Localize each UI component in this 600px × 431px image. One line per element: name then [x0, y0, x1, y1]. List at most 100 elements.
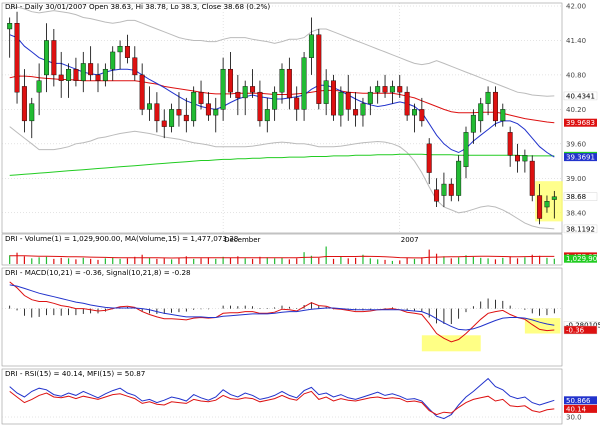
- candle-down: [382, 86, 388, 93]
- candle-down: [426, 143, 432, 173]
- date-label: December: [224, 236, 260, 244]
- candle-down: [537, 195, 543, 219]
- candle-down: [507, 132, 513, 156]
- price-value-label: 40.4341: [566, 92, 595, 100]
- candle-up: [463, 132, 469, 168]
- candle-up: [36, 80, 42, 93]
- candle-down: [235, 91, 241, 99]
- candle-down: [154, 103, 160, 122]
- candle-up: [522, 155, 528, 162]
- candle-down: [51, 40, 57, 76]
- rsi-value-badge: [564, 404, 597, 413]
- price-value-label: 38.1192: [566, 225, 595, 233]
- price-tick-label: 39.00: [566, 175, 586, 183]
- price-value-label: 38.68: [566, 193, 586, 201]
- candle-up: [66, 68, 72, 81]
- price-tick-label: 40.20: [566, 106, 586, 114]
- candle-up: [301, 57, 307, 110]
- macd-highlight-box: [421, 335, 481, 352]
- candle-down: [132, 57, 138, 76]
- price-value-badge: [564, 153, 597, 162]
- price-value-label: 39.9683: [566, 119, 595, 127]
- candle-down: [529, 160, 535, 196]
- candle-up: [80, 63, 86, 81]
- candle-up: [308, 34, 314, 58]
- rsi-line: [9, 390, 555, 416]
- volume-value-label: 1,029,900: [566, 255, 600, 263]
- candle-down: [161, 120, 167, 127]
- price-value-badge: [563, 192, 598, 201]
- candle-up: [147, 103, 153, 110]
- candle-down: [183, 114, 189, 122]
- candle-up: [551, 196, 557, 200]
- rsi-value-label: 40.14: [566, 405, 587, 413]
- price-tick-label: 39.60: [566, 140, 586, 148]
- rsi-panel-title: DRI - RSI(15) = 40.14, MFI(15) = 50.87: [5, 369, 145, 378]
- price-tick-label: 40.80: [566, 71, 586, 79]
- candle-up: [375, 86, 381, 93]
- mfi-line: [9, 377, 555, 420]
- candle-down: [353, 109, 359, 116]
- candle-down: [294, 97, 300, 110]
- price-panel-frame: [1, 2, 563, 234]
- rsi-value-label: 50.866: [566, 397, 591, 405]
- candle-down: [88, 63, 94, 76]
- candle-down: [58, 74, 64, 81]
- volume-panel-title: DRI - Volume(1) = 1,029,900.00, MA(Volum…: [5, 234, 239, 243]
- candle-down: [448, 183, 454, 196]
- candle-down: [176, 109, 182, 116]
- candle-up: [110, 51, 116, 70]
- rsi-panel-frame: [1, 368, 563, 425]
- macd-highlight-box: [524, 318, 561, 334]
- candle-down: [316, 34, 322, 104]
- candle-down: [434, 189, 440, 202]
- candle-up: [117, 46, 123, 53]
- candle-down: [404, 91, 410, 116]
- bollinger-lower-line: [9, 126, 555, 230]
- candle-down: [286, 68, 292, 99]
- candle-down: [21, 86, 27, 122]
- candle-down: [95, 74, 101, 81]
- candle-down: [331, 80, 337, 116]
- candle-down: [205, 103, 211, 116]
- candle-down: [397, 86, 403, 93]
- price-tick-label: 41.40: [566, 37, 586, 45]
- volume-ma-line: [9, 255, 555, 259]
- candle-up: [478, 103, 484, 122]
- candle-up: [338, 91, 344, 116]
- candle-down: [73, 68, 79, 81]
- macd-panel-frame: [1, 267, 563, 367]
- candle-up: [456, 160, 462, 196]
- candle-up: [29, 103, 35, 122]
- rsi-tick-label: 30.0: [566, 414, 582, 422]
- candle-up: [279, 68, 285, 93]
- price-panel-title: DRI - Daily 30/01/2007 Open 38.63, Hi 38…: [5, 2, 270, 11]
- candle-down: [124, 46, 130, 58]
- candle-down: [257, 91, 263, 122]
- candle-down: [198, 91, 204, 104]
- price-value-badge: [563, 91, 598, 101]
- price-value-label: 39.3691: [566, 154, 595, 162]
- candle-up: [191, 91, 197, 122]
- candle-up: [544, 201, 550, 208]
- macd-value-label: -0.36: [566, 326, 585, 334]
- candle-up: [213, 109, 219, 116]
- volume-panel-frame: [1, 233, 563, 266]
- candle-up: [169, 109, 175, 127]
- candle-up: [441, 183, 447, 196]
- candle-up: [367, 91, 373, 104]
- candle-up: [264, 109, 270, 122]
- candle-up: [389, 86, 395, 93]
- rsi-value-badge: [564, 396, 597, 405]
- price-value-badge: [563, 224, 598, 234]
- candle-up: [102, 68, 108, 81]
- price-tick-label: 38.40: [566, 209, 586, 217]
- volume-value-badge: [564, 254, 597, 263]
- candle-up: [360, 103, 366, 116]
- candle-down: [227, 68, 233, 93]
- price-value-badge: [564, 118, 597, 127]
- candle-up: [272, 91, 278, 110]
- candle-up: [220, 68, 226, 110]
- date-label: 2007: [401, 236, 419, 244]
- candle-up: [7, 23, 13, 30]
